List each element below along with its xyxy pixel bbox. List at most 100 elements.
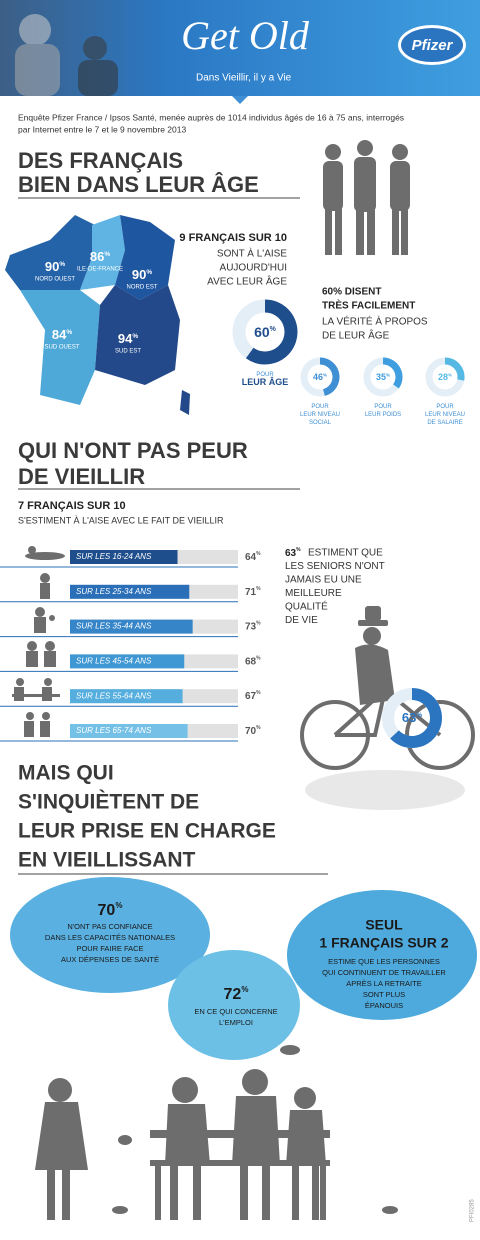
percent: 84% bbox=[52, 327, 72, 342]
seniors-percent: 63% bbox=[285, 547, 301, 558]
percent: 90% bbox=[132, 267, 152, 282]
percent: 86% bbox=[90, 249, 110, 264]
bar-label: SUR LES 65-74 ANS bbox=[76, 726, 152, 735]
percent: 46% bbox=[313, 372, 327, 382]
donut-label: POUR bbox=[374, 404, 392, 410]
section-title: S'INQUIÈTENT DE bbox=[18, 791, 199, 814]
cyclist-silhouette bbox=[300, 606, 475, 810]
percent-unit: % bbox=[256, 551, 261, 557]
bar bbox=[70, 689, 183, 704]
label: par Internet entre le 7 et le 9 novembre… bbox=[18, 124, 186, 134]
region-name: SUD OUEST bbox=[44, 345, 79, 351]
label: AUX DÉPENSES DE SANTÉ bbox=[61, 955, 159, 964]
label: N'ONT PAS CONFIANCE bbox=[67, 922, 152, 931]
logo: Get Old bbox=[181, 13, 310, 58]
bar-value: 73% bbox=[245, 621, 261, 632]
percent-value: 84 bbox=[52, 327, 67, 342]
bench-silhouette bbox=[35, 1045, 398, 1220]
headline: 60% DISENT bbox=[322, 287, 381, 298]
bubble bbox=[168, 950, 300, 1060]
donut-arc bbox=[390, 688, 442, 748]
donut-label: SOCIAL bbox=[309, 420, 332, 426]
percent: 28% bbox=[438, 372, 452, 382]
bar bbox=[70, 724, 188, 738]
bar bbox=[70, 584, 190, 599]
section-title: EN VIEILLISSANT bbox=[18, 849, 196, 872]
bubble bbox=[10, 877, 210, 993]
percent-unit: % bbox=[146, 269, 152, 276]
percent-value: 60 bbox=[254, 324, 270, 340]
percent-value: 68 bbox=[245, 656, 257, 667]
percent-value: 63 bbox=[285, 548, 297, 559]
donut-label: LEUR POIDS bbox=[365, 412, 401, 418]
percent-value: 90 bbox=[132, 267, 146, 282]
percent-unit: % bbox=[323, 372, 327, 377]
label: JAMAIS EU UNE bbox=[285, 575, 362, 586]
label: DE LEUR ÂGE bbox=[322, 329, 390, 342]
donut-arc bbox=[319, 357, 340, 396]
percent: 90% bbox=[45, 259, 65, 274]
bar-value: 68% bbox=[245, 656, 261, 667]
tagline: Dans Vieillir, il y a Vie bbox=[196, 73, 292, 84]
region-name: NORD OUEST bbox=[35, 277, 75, 283]
region-name: NORD EST bbox=[126, 285, 157, 291]
label: LA VÉRITÉ À PROPOS bbox=[322, 315, 428, 328]
donut-arc bbox=[245, 299, 298, 365]
percent-value: 67 bbox=[245, 691, 257, 702]
percent-unit: % bbox=[241, 985, 248, 994]
region-name: ILE-DE-FRANCE bbox=[77, 267, 123, 273]
bar-label: SUR LES 25-34 ANS bbox=[76, 587, 152, 596]
percent: 72% bbox=[224, 985, 249, 1003]
label: AVEC LEUR ÂGE bbox=[207, 275, 287, 288]
percent-unit: % bbox=[115, 901, 122, 910]
percent-unit: % bbox=[270, 326, 277, 333]
brand: Pfizer bbox=[412, 37, 454, 54]
percent-unit: % bbox=[416, 712, 422, 719]
bar-value: 67% bbox=[245, 691, 261, 702]
percent-value: 28 bbox=[438, 372, 448, 382]
headline: 1 FRANÇAIS SUR 2 bbox=[319, 935, 448, 951]
percent: 63% bbox=[402, 710, 422, 725]
headline: 7 FRANÇAIS SUR 10 bbox=[18, 500, 126, 512]
age-icons bbox=[12, 546, 65, 737]
label: DANS LES CAPACITÉS NATIONALES bbox=[45, 933, 175, 942]
percent-unit: % bbox=[256, 656, 261, 662]
donut-label: LEUR ÂGE bbox=[242, 376, 289, 387]
label: POUR FAIRE FACE bbox=[76, 944, 143, 953]
label: MEILLEURE bbox=[285, 588, 342, 599]
percent-value: 35 bbox=[376, 372, 386, 382]
section-title: BIEN DANS LEUR ÂGE bbox=[18, 172, 259, 197]
percent-unit: % bbox=[256, 586, 261, 592]
percent-unit: % bbox=[296, 547, 301, 553]
percent-value: 73 bbox=[245, 621, 257, 632]
donut-label: POUR bbox=[436, 404, 454, 410]
header-pointer bbox=[232, 96, 248, 104]
percent-unit: % bbox=[386, 372, 390, 377]
percent-value: 64 bbox=[245, 552, 257, 563]
bar-label: SUR LES 45-54 ANS bbox=[76, 657, 152, 666]
header-photo bbox=[15, 14, 118, 96]
donut-label: LEUR NIVEAU bbox=[425, 412, 465, 418]
label: S'ESTIMENT À L'AISE AVEC LE FAIT DE VIEI… bbox=[18, 515, 224, 525]
bar-label: SUR LES 35-44 ANS bbox=[76, 622, 152, 631]
percent-unit: % bbox=[448, 372, 452, 377]
label: EN CE QUI CONCERNE bbox=[194, 1007, 277, 1016]
region-name: SUD EST bbox=[115, 349, 141, 355]
section-title: QUI N'ONT PAS PEUR bbox=[18, 438, 248, 463]
percent-unit: % bbox=[132, 333, 138, 340]
people-silhouette bbox=[323, 140, 410, 255]
label: SONT À L'AISE bbox=[217, 247, 287, 260]
donut-label: DE SALAIRE bbox=[427, 420, 462, 426]
section-title: MAIS QUI bbox=[18, 762, 114, 785]
percent-unit: % bbox=[256, 691, 261, 697]
label: QUALITÉ bbox=[285, 600, 328, 613]
percent: 60% bbox=[254, 324, 277, 340]
label: SONT PLUS bbox=[363, 990, 405, 999]
bar bbox=[70, 654, 185, 669]
donut-arc bbox=[382, 357, 403, 389]
print-code: PFI0285 bbox=[470, 1199, 476, 1222]
label: ESTIME QUE LES PERSONNES bbox=[328, 957, 440, 966]
